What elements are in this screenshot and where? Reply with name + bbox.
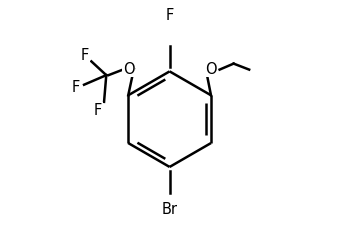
Text: F: F (81, 48, 89, 63)
Text: Br: Br (162, 202, 178, 217)
Text: O: O (205, 62, 217, 77)
Text: F: F (72, 80, 80, 95)
Text: O: O (123, 62, 135, 77)
Text: F: F (166, 8, 174, 23)
Text: F: F (94, 103, 102, 118)
